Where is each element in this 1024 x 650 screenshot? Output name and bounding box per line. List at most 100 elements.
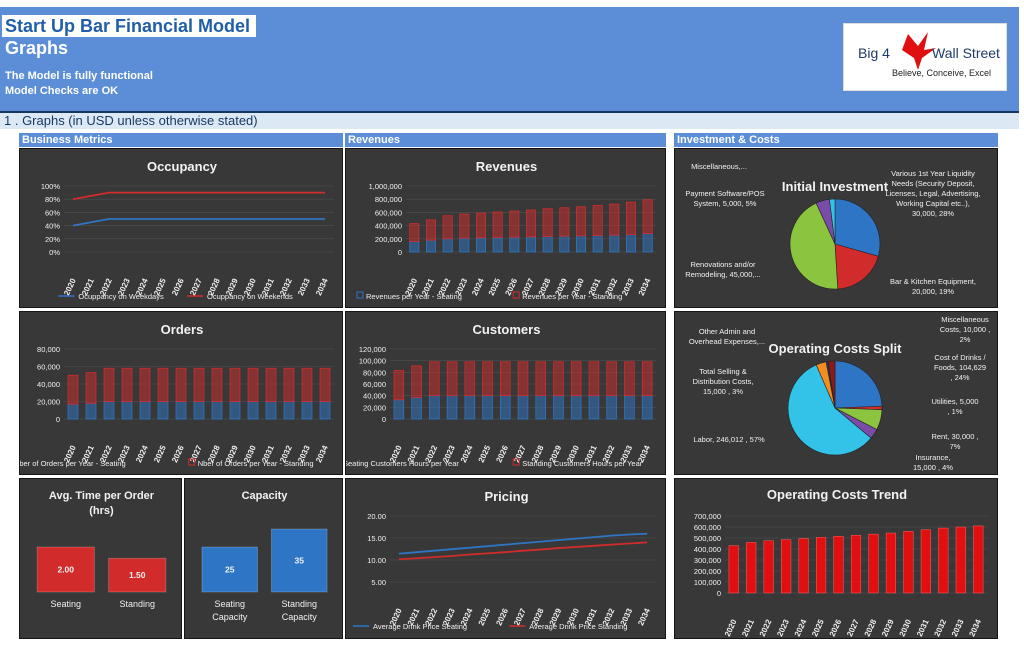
y-tick-label: 600,000 [375,208,402,217]
eagle-logo-icon: Big 4 Wall Street Believe, Conceive, Exc… [858,32,1000,78]
y-tick-label: 15.00 [367,534,386,543]
bar-segment [103,401,115,420]
chart-title: Operating Costs Split [769,341,903,356]
x-tick-label: 2034 [637,277,653,297]
model-status: The Model is fully functional [5,70,153,82]
bar [271,528,328,593]
category-label: Standing [119,599,155,609]
bar-segment [265,367,277,402]
band-business-metrics: Business Metrics [19,133,343,147]
x-tick-label: 2032 [932,618,948,638]
chart-svg: Customers 120,000 100,000 80,000 60,000 40,00… [346,322,656,468]
x-tick-label: 2026 [494,444,510,464]
x-tick-label: 2021 [740,618,756,638]
y-tick-label: 40% [45,222,60,231]
bar-segment [526,209,536,238]
pie-slice [834,198,881,257]
y-tick-label: 60,000 [363,380,386,389]
x-tick-label: 2025 [152,444,168,464]
slice-label: , 24% [950,373,970,382]
bar-segment [247,401,259,420]
bar-segment [592,235,603,253]
bar-segment [542,236,553,253]
x-tick-label: 2022 [758,618,774,638]
bar-segment [175,367,187,402]
bar-segment [442,215,453,240]
y-tick-label: 200,000 [375,235,402,244]
slice-label: Other Admin and [699,327,755,336]
pie-slice [834,243,879,290]
bar-segment [559,235,570,253]
bar-segment [409,223,420,242]
x-tick-label: 2030 [898,618,914,638]
bar-segment [626,201,636,235]
slice-label: 2% [960,335,971,344]
slice-label: Insurance, [915,453,950,462]
bar-segment [626,234,636,253]
x-tick-label: 2025 [810,618,826,638]
chart-svg: Revenues 1,000,000 800,000 600,000 400,000 20… [356,159,656,301]
y-tick-label: 20% [45,235,60,244]
slice-label: Remodeling, 45,000,... [685,270,760,279]
bar-segment [570,395,582,420]
bar-segment [193,367,205,402]
y-tick-label: 80,000 [363,368,386,377]
bar-segment [570,361,582,397]
category-label: Capacity [212,612,248,622]
chart-svg: Avg. Time per Order (hrs) 2.00 Seating 1.50 S… [36,490,167,609]
bar-segment [283,401,295,420]
bar-segment [464,395,476,420]
legend-label: Average Drink Price Seating [373,622,467,631]
bar-segment [301,367,313,402]
slice-label: Bar & Kitchen Equipment, [890,277,976,286]
slice-label: System, 5,000, 5% [694,199,757,208]
x-tick-label: 2023 [775,618,791,638]
bar-segment [464,361,476,397]
bar [763,540,774,594]
bar-value-label: 2.00 [57,565,74,575]
y-tick-label: 0 [382,415,386,424]
bar-segment [319,367,331,402]
y-tick-label: 500,000 [694,534,721,543]
bar-segment [429,395,440,420]
bar-segment [509,236,520,253]
x-tick-label: 2025 [477,444,493,464]
bar [781,539,792,594]
chart-revenues: Revenues 1,000,000 800,000 600,000 400,000 20… [345,148,666,308]
bar-segment [175,401,187,420]
bar [973,525,984,594]
bar-segment [609,203,620,236]
bar-segment [499,395,511,420]
bar-segment [446,395,458,420]
slice-label: Overhead Expenses,... [689,337,765,346]
y-tick-label: 120,000 [359,345,386,354]
bar-segment [426,219,436,241]
bar-segment [157,401,169,420]
y-tick-label: 0 [56,415,60,424]
band-revenues: Revenues [345,133,666,147]
slice-label: 15,000 , 4% [913,463,953,472]
y-tick-label: 100% [41,182,61,191]
legend-swatch [512,458,520,466]
bar [885,532,896,594]
bar-segment [576,206,586,237]
bar-segment [283,367,295,402]
chart-title: Customers [473,322,541,337]
bar-segment [592,205,603,236]
x-tick-label: 2033 [620,277,636,297]
bar-segment [606,395,617,420]
header-divider [0,111,1019,113]
bar [850,535,862,594]
y-tick-label: 0 [398,248,402,257]
legend-label: Revenues per Year - Standing [522,292,622,301]
y-tick-label: 20,000 [37,398,60,407]
chart-operating-costs-split: Operating Costs Split Cost of Drinks / Foo… [674,311,998,475]
bar-segment [535,395,547,420]
bar-segment [411,397,422,420]
x-tick-label: 2034 [636,607,652,627]
chart-title: Pricing [484,489,528,504]
bar-segment [193,401,205,420]
category-label: Standing [281,599,317,609]
